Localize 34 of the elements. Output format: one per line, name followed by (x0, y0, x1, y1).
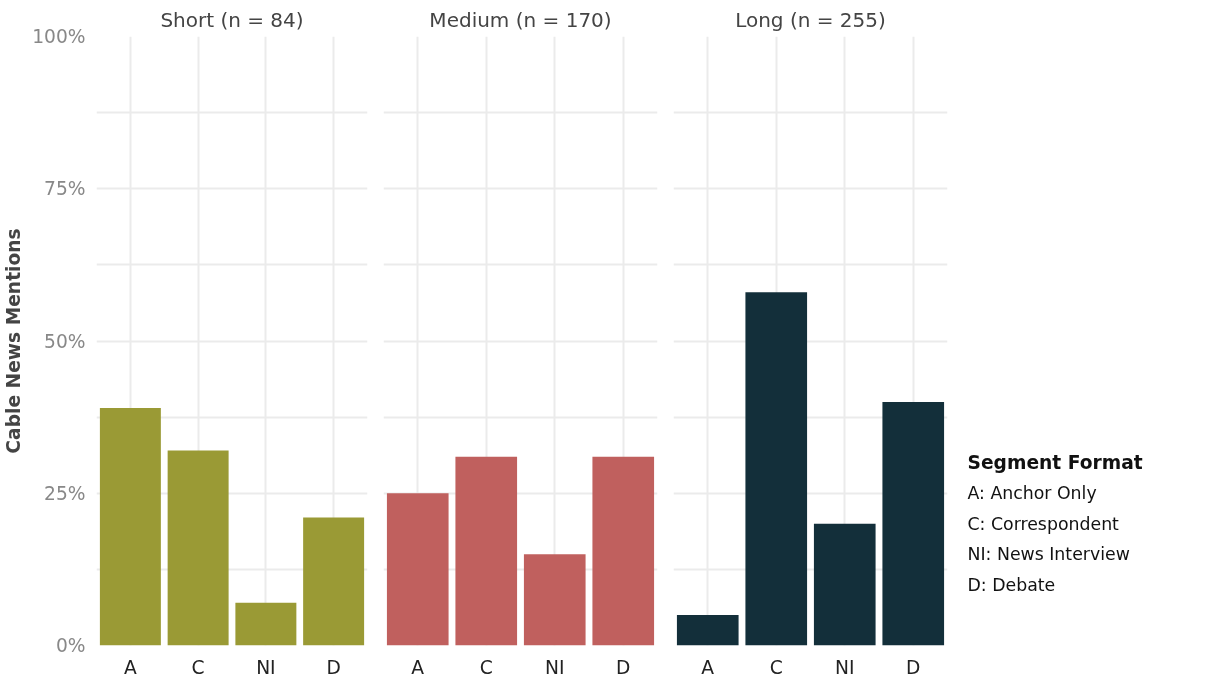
x-tick-label: D (906, 656, 921, 678)
text: C: Correspondent (967, 513, 1120, 534)
text: Segment Format (967, 452, 1143, 474)
x-tick-label: C (191, 656, 205, 678)
chart-title: Medium (n = 170) (429, 7, 612, 32)
text: D: Debate (967, 574, 1056, 595)
y-tick-label: 75% (44, 178, 86, 200)
y-axis-title: Cable News Mentions (3, 228, 25, 454)
y-tick-label: 0% (55, 635, 86, 656)
bar (303, 517, 365, 646)
x-tick-label: NI (545, 656, 565, 678)
x-tick-label: D (326, 656, 341, 678)
text: A: Anchor Only (967, 483, 1097, 504)
bar (745, 292, 808, 646)
x-tick-label: C (479, 656, 493, 678)
x-tick-label: NI (835, 656, 855, 678)
x-tick-label: C (769, 656, 783, 678)
y-tick-label: 25% (44, 482, 86, 504)
bar (813, 523, 876, 646)
x-tick-label: A (411, 656, 425, 678)
chart-title: Short (n = 84) (160, 7, 304, 32)
text: NI: News Interview (967, 544, 1130, 565)
x-tick-label: NI (256, 656, 276, 678)
y-tick-label: 100% (32, 26, 86, 47)
chart-title: Long (n = 255) (735, 7, 886, 32)
x-tick-label: A (123, 656, 137, 678)
bar (99, 407, 161, 646)
bar (235, 602, 297, 646)
bar (167, 450, 229, 646)
bar (882, 401, 945, 646)
y-tick-label: 50% (44, 330, 86, 352)
bar (676, 615, 739, 646)
x-tick-label: A (701, 656, 715, 678)
x-tick-label: D (616, 656, 631, 678)
